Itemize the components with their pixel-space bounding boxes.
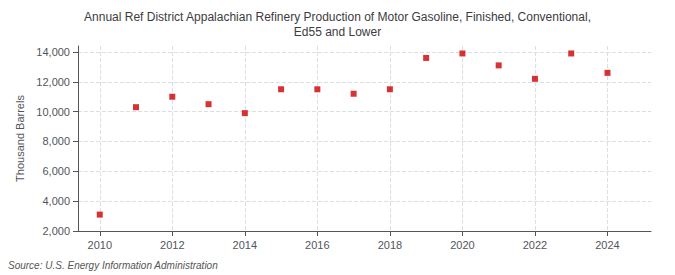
svg-text:Annual Ref District Appalachia: Annual Ref District Appalachian Refinery… — [84, 10, 591, 24]
svg-text:2020: 2020 — [450, 239, 474, 251]
svg-text:2016: 2016 — [305, 239, 329, 251]
svg-text:2010: 2010 — [88, 239, 112, 251]
svg-text:14,000: 14,000 — [36, 46, 70, 58]
svg-text:4,000: 4,000 — [42, 195, 70, 207]
svg-text:2014: 2014 — [233, 239, 257, 251]
svg-text:2012: 2012 — [160, 239, 184, 251]
svg-text:Thousand Barrels: Thousand Barrels — [14, 95, 26, 182]
svg-text:Source: U.S. Energy Informatio: Source: U.S. Energy Information Administ… — [8, 260, 218, 271]
svg-text:Ed55 and Lower: Ed55 and Lower — [294, 25, 381, 39]
svg-text:8,000: 8,000 — [42, 135, 70, 147]
svg-text:6,000: 6,000 — [42, 165, 70, 177]
svg-text:2022: 2022 — [523, 239, 547, 251]
svg-text:10,000: 10,000 — [36, 106, 70, 118]
svg-text:2018: 2018 — [378, 239, 402, 251]
svg-text:2,000: 2,000 — [42, 225, 70, 237]
svg-text:2024: 2024 — [595, 239, 619, 251]
svg-text:12,000: 12,000 — [36, 76, 70, 88]
